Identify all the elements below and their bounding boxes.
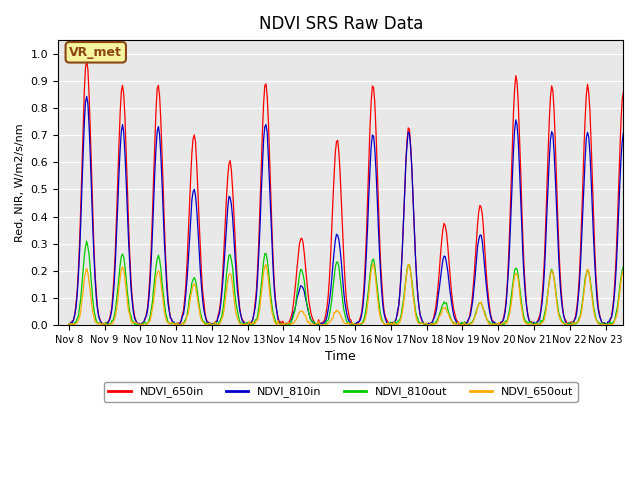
NDVI_650in xyxy=(414,292,422,298)
NDVI_650in xyxy=(460,322,467,328)
Line: NDVI_650out: NDVI_650out xyxy=(68,264,640,325)
NDVI_650in xyxy=(387,322,394,327)
NDVI_810out xyxy=(637,321,640,327)
NDVI_650out xyxy=(307,322,314,327)
NDVI_650out xyxy=(586,277,594,283)
NDVI_810out xyxy=(387,319,394,325)
NDVI_650in xyxy=(588,140,595,145)
NDVI_810out xyxy=(462,322,470,328)
NDVI_650in xyxy=(65,322,72,327)
Y-axis label: Red, NIR, W/m2/s/nm: Red, NIR, W/m2/s/nm xyxy=(15,123,25,242)
NDVI_810in xyxy=(388,321,396,326)
NDVI_650in xyxy=(637,321,640,326)
NDVI_810in xyxy=(173,322,180,328)
Legend: NDVI_650in, NDVI_810in, NDVI_810out, NDVI_650out: NDVI_650in, NDVI_810in, NDVI_810out, NDV… xyxy=(104,382,578,402)
NDVI_810out xyxy=(244,322,252,328)
NDVI_650out xyxy=(604,322,612,328)
NDVI_810in xyxy=(488,318,496,324)
NDVI_810in xyxy=(65,322,72,328)
NDVI_650out xyxy=(414,320,422,325)
NDVI_810in xyxy=(245,320,253,325)
NDVI_810out xyxy=(414,315,422,321)
Line: NDVI_810out: NDVI_810out xyxy=(68,241,640,325)
NDVI_650in xyxy=(488,317,496,323)
NDVI_810out xyxy=(308,318,316,324)
Title: NDVI SRS Raw Data: NDVI SRS Raw Data xyxy=(259,15,423,33)
NDVI_810in xyxy=(83,94,90,99)
NDVI_650out xyxy=(243,322,251,328)
NDVI_810out xyxy=(488,322,496,328)
Line: NDVI_650in: NDVI_650in xyxy=(68,61,640,325)
NDVI_810out xyxy=(83,238,90,244)
Line: NDVI_810in: NDVI_810in xyxy=(68,96,640,325)
NDVI_810out xyxy=(588,284,595,290)
NDVI_650in xyxy=(244,322,252,327)
NDVI_810in xyxy=(415,304,423,310)
NDVI_650out xyxy=(487,321,495,327)
NDVI_650out xyxy=(387,321,394,327)
NDVI_650out xyxy=(370,261,378,266)
X-axis label: Time: Time xyxy=(325,350,356,363)
NDVI_650out xyxy=(65,321,72,327)
NDVI_650in xyxy=(308,312,316,318)
NDVI_810in xyxy=(308,319,316,324)
NDVI_810in xyxy=(588,176,595,182)
NDVI_650out xyxy=(637,322,640,327)
NDVI_810out xyxy=(65,322,72,327)
NDVI_650in xyxy=(83,58,90,64)
NDVI_810in xyxy=(637,322,640,327)
Text: VR_met: VR_met xyxy=(69,46,122,59)
